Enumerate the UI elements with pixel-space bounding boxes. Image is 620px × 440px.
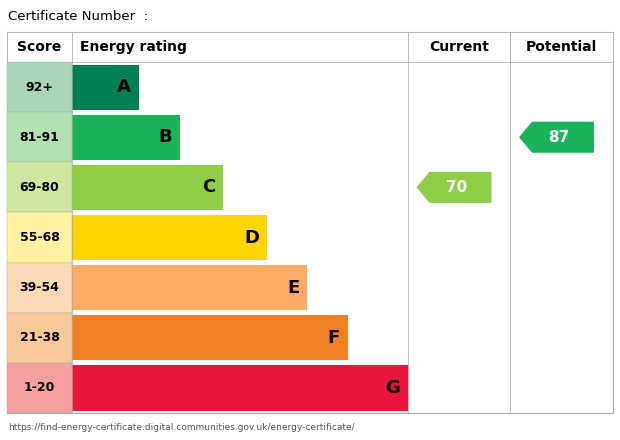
Text: https://find-energy-certificate.digital.communities.gov.uk/energy-certificate/: https://find-energy-certificate.digital.…: [8, 422, 355, 432]
Text: 1-20: 1-20: [24, 381, 55, 394]
Bar: [7, 32, 72, 62]
Bar: [408, 32, 510, 62]
Bar: [7, 263, 72, 313]
Bar: [7, 62, 72, 112]
Text: 70: 70: [446, 180, 467, 195]
Bar: [7, 32, 613, 413]
Text: G: G: [385, 379, 400, 397]
Text: E: E: [287, 279, 299, 297]
Bar: [72, 315, 348, 360]
Text: 39-54: 39-54: [20, 281, 60, 294]
Text: 92+: 92+: [25, 81, 53, 94]
Bar: [72, 215, 267, 260]
Text: Potential: Potential: [526, 40, 597, 54]
Text: 87: 87: [549, 130, 570, 145]
Polygon shape: [417, 172, 492, 203]
Bar: [7, 162, 72, 213]
Bar: [72, 165, 223, 210]
Bar: [7, 213, 72, 263]
Text: 81-91: 81-91: [20, 131, 60, 144]
Text: 55-68: 55-68: [20, 231, 60, 244]
Text: 69-80: 69-80: [20, 181, 60, 194]
Text: Certificate Number  :: Certificate Number :: [8, 10, 148, 23]
Bar: [72, 32, 408, 62]
Bar: [72, 365, 408, 411]
Text: D: D: [244, 228, 259, 246]
Bar: [72, 265, 307, 310]
Bar: [7, 313, 72, 363]
Polygon shape: [519, 122, 594, 153]
Text: 21-38: 21-38: [20, 331, 60, 344]
Bar: [7, 112, 72, 162]
Bar: [72, 115, 180, 160]
Text: Current: Current: [429, 40, 489, 54]
Text: B: B: [158, 128, 172, 146]
Text: A: A: [117, 78, 131, 96]
Text: Energy rating: Energy rating: [80, 40, 187, 54]
Bar: [72, 65, 140, 110]
Text: C: C: [202, 178, 215, 196]
Bar: [510, 32, 613, 62]
Text: F: F: [327, 329, 340, 347]
Bar: [7, 363, 72, 413]
Text: Score: Score: [17, 40, 61, 54]
